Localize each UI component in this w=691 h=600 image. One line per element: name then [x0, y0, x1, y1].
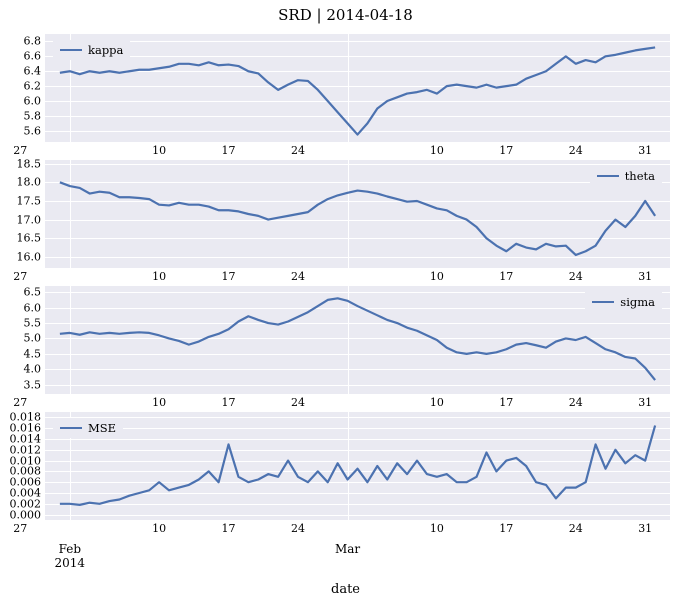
ytick-label: 6.0 — [24, 301, 42, 314]
ytick-label: 16.0 — [17, 250, 42, 263]
legend-label: theta — [625, 169, 655, 183]
legend-label: sigma — [620, 295, 655, 309]
ytick-label: 17.5 — [17, 194, 42, 207]
series-mse — [45, 412, 670, 520]
chart-title: SRD | 2014-04-18 — [0, 6, 691, 24]
plot-area-sigma: sigma — [45, 286, 670, 394]
legend-swatch — [60, 427, 82, 429]
xtick-label: 31 — [638, 145, 652, 158]
xtick-label: 17 — [499, 271, 513, 284]
xtick-label: 27 — [13, 271, 27, 284]
ytick-label: 17.0 — [17, 213, 42, 226]
legend-swatch — [592, 301, 614, 303]
plot-area-theta: theta — [45, 160, 670, 268]
ytick-label: 3.5 — [24, 378, 42, 391]
panel-kappa: kappa5.65.86.06.26.46.66.806132027101724… — [45, 34, 670, 142]
xtick-major-label: Mar — [335, 543, 360, 557]
ytick-label: 5.6 — [24, 124, 42, 137]
ytick-label: 16.5 — [17, 232, 42, 245]
xtick-label: 17 — [222, 271, 236, 284]
xtick-label: 10 — [430, 523, 444, 536]
xtick-label: 24 — [291, 397, 305, 410]
xtick-major-text: Feb — [59, 542, 81, 556]
plot-area-kappa: kappa — [45, 34, 670, 142]
xtick-label: 17 — [499, 397, 513, 410]
xtick-label: 31 — [638, 271, 652, 284]
xtick-label: 24 — [569, 271, 583, 284]
xtick-label: 24 — [291, 145, 305, 158]
ytick-label: 6.2 — [24, 80, 42, 93]
xtick-label: 17 — [499, 523, 513, 536]
ytick-label: 5.0 — [24, 332, 42, 345]
xtick-label: 10 — [430, 145, 444, 158]
xtick-label: 24 — [569, 523, 583, 536]
xtick-label: 17 — [222, 397, 236, 410]
xtick-major-label: Feb2014 — [55, 543, 86, 571]
plot-area-mse: MSE — [45, 412, 670, 520]
x-axis-label: date — [0, 582, 691, 597]
xtick-label: 31 — [638, 397, 652, 410]
xtick-label: 31 — [638, 523, 652, 536]
xtick-label: 10 — [430, 397, 444, 410]
series-kappa — [45, 34, 670, 142]
xtick-label: 27 — [13, 397, 27, 410]
ytick-label: 6.0 — [24, 95, 42, 108]
legend-mse: MSE — [53, 418, 123, 438]
xtick-label: 27 — [13, 145, 27, 158]
panel-theta: theta16.016.517.017.518.018.506132027101… — [45, 160, 670, 268]
legend-swatch — [597, 175, 619, 177]
panel-sigma: sigma3.54.04.55.05.56.06.506132027101724… — [45, 286, 670, 394]
xtick-label: 10 — [430, 271, 444, 284]
xtick-label: 17 — [222, 145, 236, 158]
xtick-label: 27 — [13, 523, 27, 536]
ytick-label: 6.8 — [24, 35, 42, 48]
legend-label: kappa — [88, 43, 123, 57]
xtick-label: 17 — [499, 145, 513, 158]
legend-sigma: sigma — [585, 292, 662, 312]
series-theta — [45, 160, 670, 268]
xtick-label: 24 — [291, 271, 305, 284]
ytick-label: 5.8 — [24, 109, 42, 122]
ytick-label: 0.018 — [10, 411, 42, 424]
ytick-label: 18.5 — [17, 157, 42, 170]
legend-swatch — [60, 49, 82, 51]
ytick-label: 18.0 — [17, 176, 42, 189]
legend-label: MSE — [88, 421, 116, 435]
ytick-label: 4.5 — [24, 347, 42, 360]
xtick-label: 10 — [152, 145, 166, 158]
legend-theta: theta — [590, 166, 662, 186]
ytick-label: 6.5 — [24, 286, 42, 299]
xtick-label: 10 — [152, 397, 166, 410]
series-sigma — [45, 286, 670, 394]
ytick-label: 5.5 — [24, 317, 42, 330]
xtick-label: 24 — [569, 397, 583, 410]
ytick-label: 4.0 — [24, 363, 42, 376]
xtick-major-text: 2014 — [55, 556, 86, 570]
xtick-label: 24 — [569, 145, 583, 158]
xtick-label: 10 — [152, 271, 166, 284]
panel-mse: MSE0.0000.0020.0040.0060.0080.0100.0120.… — [45, 412, 670, 520]
xtick-label: 10 — [152, 523, 166, 536]
xtick-label: 17 — [222, 523, 236, 536]
ytick-label: 6.6 — [24, 50, 42, 63]
xtick-label: 24 — [291, 523, 305, 536]
xtick-major-text: Mar — [335, 542, 360, 556]
ytick-label: 6.4 — [24, 65, 42, 78]
legend-kappa: kappa — [53, 40, 130, 60]
